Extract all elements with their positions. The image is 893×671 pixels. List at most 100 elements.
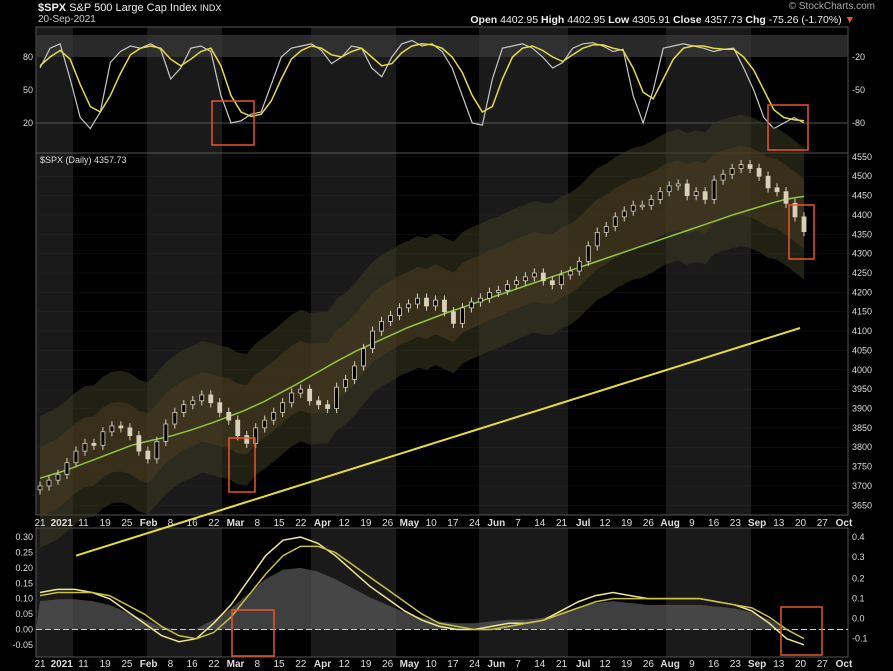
x-tick-label: Apr xyxy=(314,659,331,670)
price-tick-label: 3900 xyxy=(852,404,872,414)
x-tick-label: 16 xyxy=(187,518,199,529)
candle-body xyxy=(298,388,304,394)
x-tick-label: May xyxy=(400,659,420,670)
x-tick-label: 22 xyxy=(208,659,220,670)
x-tick-label: 19 xyxy=(621,518,633,529)
x-tick-label: 23 xyxy=(730,659,742,670)
macd-tick-label: 0.10 xyxy=(15,594,33,604)
x-tick-label: 22 xyxy=(295,659,307,670)
x-tick-label: 17 xyxy=(447,518,459,529)
x-tick-label: Apr xyxy=(314,518,331,529)
price-tick-label: 4500 xyxy=(852,171,872,181)
candle-body xyxy=(181,404,187,413)
price-tick-label: 4550 xyxy=(852,152,872,162)
exchange: INDX xyxy=(199,3,222,13)
candle-body xyxy=(567,270,573,276)
candle-body xyxy=(513,280,519,286)
stoch-tick-label: 20 xyxy=(23,118,33,128)
candle-body xyxy=(271,412,277,421)
candle-body xyxy=(379,321,384,332)
month-band xyxy=(479,528,568,657)
x-tick-label: 19 xyxy=(360,659,372,670)
open-value: 4402.95 xyxy=(500,14,539,26)
candle-body xyxy=(495,290,501,293)
candle-body xyxy=(522,276,528,282)
x-tick-label: 24 xyxy=(469,518,481,529)
candle-body xyxy=(783,191,789,204)
highlight-box xyxy=(767,104,809,151)
x-tick-label: 12 xyxy=(339,518,351,529)
down-arrow-icon: ▼ xyxy=(844,14,855,26)
macd-tick-label: 0.30 xyxy=(15,532,33,542)
highlight-box xyxy=(231,609,275,657)
x-tick-label: 10 xyxy=(426,518,438,529)
candle-body xyxy=(702,191,708,200)
x-tick-label: 8 xyxy=(168,659,174,670)
candle-body xyxy=(433,299,438,307)
candle-body xyxy=(531,272,537,278)
candle-body xyxy=(73,450,79,464)
x-tick-label: 26 xyxy=(643,518,655,529)
candle-body xyxy=(765,175,771,189)
candle-body xyxy=(406,303,411,309)
x-tick-label: 19 xyxy=(100,518,112,529)
candle-body xyxy=(424,297,429,307)
x-tick-label: Sep xyxy=(748,518,766,529)
x-tick-label: 9 xyxy=(689,659,695,670)
candle-body xyxy=(190,400,196,406)
close-value: 4357.73 xyxy=(704,14,743,26)
x-tick-label: 9 xyxy=(689,518,695,529)
candle-body xyxy=(82,442,88,452)
candle-body xyxy=(262,419,268,429)
chg-label: Chg xyxy=(745,14,766,26)
panel-border xyxy=(35,152,849,516)
stoch-d-line xyxy=(39,43,805,122)
candle-body xyxy=(576,261,582,272)
price-tick-label: 4400 xyxy=(852,210,872,220)
x-tick-label: 12 xyxy=(599,518,611,529)
candle-body xyxy=(639,204,645,208)
candle-body xyxy=(487,291,492,299)
candle-body xyxy=(774,187,780,193)
candle-body xyxy=(334,386,340,409)
candle-body xyxy=(388,315,393,322)
macd-tick-label: 0.15 xyxy=(15,578,33,588)
x-tick-label: Jun xyxy=(487,518,505,529)
x-tick-label: 25 xyxy=(121,518,133,529)
candle-body xyxy=(361,348,366,367)
price-tick-label: 4200 xyxy=(852,287,872,297)
x-tick-label: Sep xyxy=(748,659,766,670)
x-tick-label: Jul xyxy=(576,518,591,529)
x-tick-label: 15 xyxy=(273,518,285,529)
macd-tick-label: 0.25 xyxy=(15,547,33,557)
candle-body xyxy=(729,168,735,175)
x-tick-label: 14 xyxy=(534,518,546,529)
price-tick-label: 4350 xyxy=(852,229,872,239)
macd-right-tick-label: 0.1 xyxy=(852,594,865,604)
candle-body xyxy=(460,307,465,324)
x-tick-label: 21 xyxy=(34,659,46,670)
price-tick-label: 4300 xyxy=(852,249,872,259)
stoch-right-tick-label: -80 xyxy=(852,118,865,128)
macd-right-tick-label: 0.4 xyxy=(852,532,865,542)
highlight-box xyxy=(211,100,255,146)
candle-body xyxy=(648,199,654,206)
stoch-right-tick-label: -50 xyxy=(852,85,865,95)
x-tick-label: Mar xyxy=(227,518,245,529)
price-tick-label: 3650 xyxy=(852,500,872,510)
price-tick-label: 4150 xyxy=(852,307,872,317)
x-tick-label: 21 xyxy=(556,518,568,529)
candle-body xyxy=(594,231,600,247)
x-tick-label: 26 xyxy=(382,518,394,529)
candle-body xyxy=(163,423,169,442)
x-tick-label: Jun xyxy=(487,659,505,670)
x-tick-label: 2021 xyxy=(51,659,74,670)
x-tick-label: 17 xyxy=(447,659,459,670)
highlight-box xyxy=(788,204,815,260)
candle-body xyxy=(316,400,322,406)
candle-body xyxy=(91,442,97,446)
candle-body xyxy=(657,191,663,200)
candle-body xyxy=(100,431,106,446)
stoch-k-line xyxy=(39,39,805,130)
